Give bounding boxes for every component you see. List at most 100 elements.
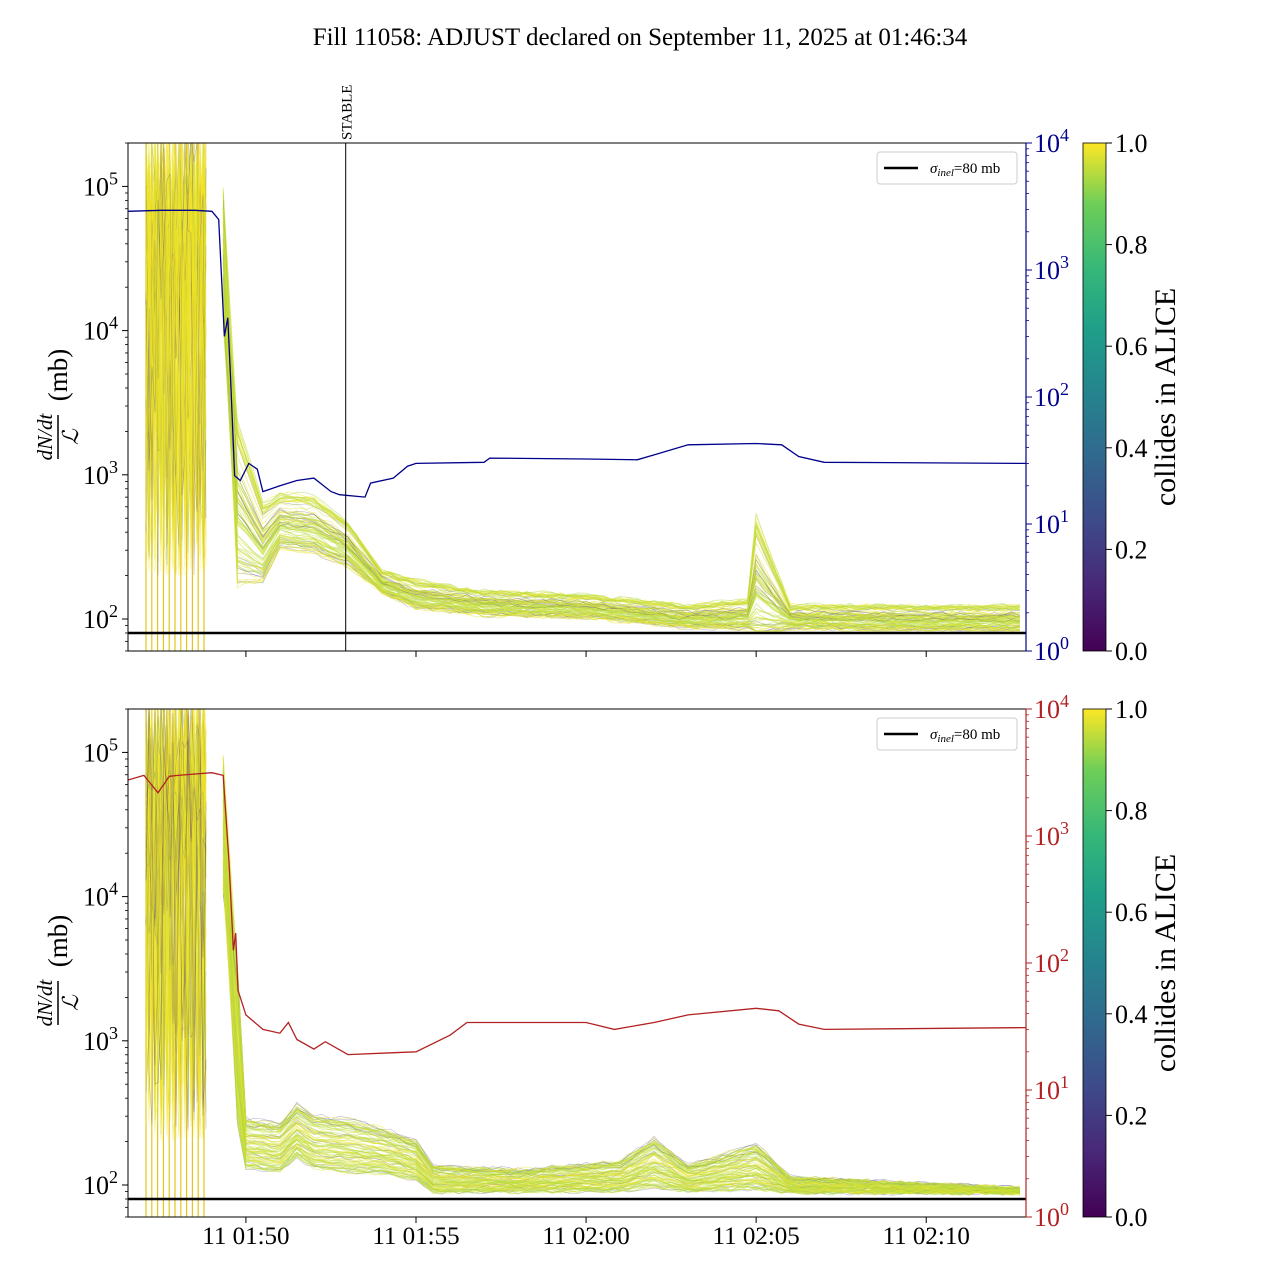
bunch-line [145, 167, 207, 567]
bunch-line [145, 168, 207, 442]
bunch-line [222, 241, 1020, 611]
colorbar-tick-label: 0.4 [1115, 1000, 1148, 1029]
bunch-line [222, 806, 1020, 1191]
bunch-lines [222, 187, 1021, 632]
bunch-line [222, 255, 1020, 629]
bunch-line [222, 815, 1020, 1191]
bunch-line [222, 260, 1020, 616]
bunch-line [145, 709, 207, 1132]
bunch-line [222, 785, 1020, 1194]
bunch-line [145, 147, 207, 576]
bunch-line [145, 709, 207, 1126]
bunch-line [145, 709, 207, 1135]
bunch-line [145, 143, 207, 569]
bunch-line [145, 156, 207, 573]
bunch-line [222, 757, 1020, 1196]
bunch-line [222, 199, 1020, 617]
bunch-line [222, 302, 1020, 623]
bunch-line [145, 709, 207, 1138]
right-y-tick-label: 104 [1034, 125, 1069, 158]
bunch-line [146, 143, 207, 556]
plot-area [128, 709, 1026, 1217]
bunch-line [222, 284, 1020, 629]
bunch-line [145, 143, 207, 558]
bunch-line [222, 238, 1020, 632]
bunch-line [145, 709, 207, 1084]
bunch-line [222, 312, 1020, 632]
bunch-line [222, 880, 1020, 1190]
bunch-line [145, 709, 207, 1116]
bunch-line [222, 801, 1020, 1193]
bunch-line [145, 718, 207, 1128]
bunch-line [145, 143, 207, 519]
bunch-line [145, 143, 207, 466]
bunch-line [222, 262, 1020, 629]
bunch-line [145, 149, 207, 518]
bunch-line [222, 867, 1020, 1193]
bunch-line [222, 321, 1020, 620]
bunch-line [222, 884, 1020, 1191]
bunch-line [145, 717, 207, 1122]
bunch-line [222, 196, 1020, 629]
bunch-line [222, 850, 1020, 1191]
bunch-line [222, 770, 1020, 1194]
bunch-line [145, 709, 207, 1098]
bunch-line [145, 709, 207, 1108]
bunch-line [145, 157, 207, 513]
bunch-line [145, 147, 207, 568]
bunch-line [222, 836, 1020, 1194]
bunch-line [145, 146, 207, 566]
bunch-line [222, 292, 1020, 628]
bunch-line [145, 156, 207, 570]
bunch-line [222, 240, 1020, 613]
colorbar-tick-label: 0.6 [1115, 898, 1148, 927]
y-label-denominator: ℒ [58, 994, 83, 1011]
right-y-tick-label: 100 [1034, 1199, 1069, 1232]
bunch-line [145, 709, 206, 1116]
legend-label: σinel=80 mb [930, 727, 1000, 745]
bunch-line [222, 261, 1020, 632]
bunch-line [222, 857, 1020, 1195]
bunch-line [222, 861, 1020, 1194]
bunch-line [145, 717, 207, 1139]
bunch-line [145, 156, 207, 518]
right-y-tick-label: 103 [1034, 818, 1069, 851]
bunch-line [222, 327, 1020, 621]
bunch-line [145, 143, 207, 574]
bunch-line [145, 148, 207, 533]
colorbar-tick-label: 0.0 [1115, 637, 1148, 666]
bunch-line [145, 709, 207, 1092]
bunch-line [222, 292, 1020, 620]
bunch-line [145, 709, 207, 1055]
right-axis-series-line [128, 209, 1026, 498]
colorbar-tick-label: 0.4 [1115, 434, 1148, 463]
bunch-line [145, 145, 207, 571]
bunch-line [145, 710, 207, 1139]
bunch-line [222, 759, 1020, 1192]
bunch-line [145, 709, 207, 1132]
bunch-line [145, 143, 207, 556]
bunch-line [145, 709, 207, 1072]
bunch-line [145, 143, 207, 509]
bunch-line [222, 257, 1020, 624]
bunch-line [222, 274, 1020, 611]
right-y-tick-label: 102 [1034, 379, 1069, 412]
bunch-line [145, 709, 207, 1135]
right-y-tick-label: 103 [1034, 252, 1069, 285]
bunch-line [145, 709, 207, 1129]
bunch-line [145, 709, 207, 1043]
bunch-line [222, 880, 1020, 1195]
bunch-line [145, 143, 207, 576]
bunch-line [145, 711, 207, 1108]
bunch-line [145, 713, 207, 1074]
bunch-line [222, 213, 1020, 623]
bunch-line [145, 723, 207, 1113]
bunch-line [222, 286, 1020, 627]
bunch-line [222, 769, 1021, 1195]
bunch-line [145, 144, 207, 575]
bunch-line [145, 709, 207, 1086]
bunch-line [222, 214, 1020, 618]
bunch-line [145, 709, 207, 1100]
bunch-line [145, 143, 207, 576]
bunch-line [145, 709, 207, 1071]
